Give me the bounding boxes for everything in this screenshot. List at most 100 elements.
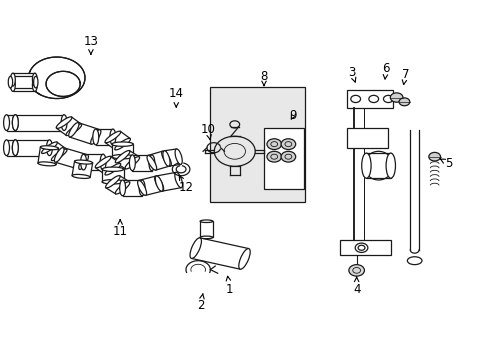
Polygon shape xyxy=(132,155,152,171)
Polygon shape xyxy=(55,148,87,170)
Ellipse shape xyxy=(139,180,145,196)
Text: 5: 5 xyxy=(439,157,452,170)
Ellipse shape xyxy=(3,115,9,131)
Polygon shape xyxy=(105,131,130,150)
Circle shape xyxy=(266,151,281,162)
Polygon shape xyxy=(38,147,59,165)
Ellipse shape xyxy=(10,73,15,86)
Polygon shape xyxy=(95,157,120,175)
Ellipse shape xyxy=(147,156,156,170)
Ellipse shape xyxy=(105,163,121,175)
Ellipse shape xyxy=(54,148,64,162)
Ellipse shape xyxy=(51,149,67,161)
Ellipse shape xyxy=(238,248,250,269)
Circle shape xyxy=(398,98,409,106)
Ellipse shape xyxy=(56,117,72,129)
Polygon shape xyxy=(13,78,35,91)
Ellipse shape xyxy=(8,76,13,88)
Ellipse shape xyxy=(120,180,125,196)
Ellipse shape xyxy=(41,142,57,153)
Text: 10: 10 xyxy=(200,123,215,140)
Ellipse shape xyxy=(69,122,79,137)
Ellipse shape xyxy=(12,115,18,131)
Polygon shape xyxy=(6,115,15,131)
Ellipse shape xyxy=(95,156,111,168)
Ellipse shape xyxy=(10,78,15,91)
Polygon shape xyxy=(138,176,163,195)
Polygon shape xyxy=(42,142,67,161)
Ellipse shape xyxy=(38,162,56,166)
Ellipse shape xyxy=(105,176,120,188)
Polygon shape xyxy=(122,180,142,196)
Polygon shape xyxy=(112,144,133,157)
Ellipse shape xyxy=(102,180,123,184)
Ellipse shape xyxy=(41,146,59,150)
Ellipse shape xyxy=(115,138,130,150)
Polygon shape xyxy=(366,153,390,178)
Polygon shape xyxy=(102,169,123,182)
Polygon shape xyxy=(191,238,248,269)
Ellipse shape xyxy=(110,129,116,145)
Polygon shape xyxy=(72,161,92,177)
Circle shape xyxy=(281,139,295,149)
Ellipse shape xyxy=(115,150,130,163)
Polygon shape xyxy=(15,115,64,131)
Ellipse shape xyxy=(200,220,212,222)
Polygon shape xyxy=(106,176,129,194)
FancyBboxPatch shape xyxy=(339,240,390,255)
Text: 2: 2 xyxy=(197,293,204,312)
Text: 3: 3 xyxy=(347,66,355,82)
Polygon shape xyxy=(13,73,35,86)
Text: 4: 4 xyxy=(352,277,360,296)
Ellipse shape xyxy=(125,157,140,169)
Ellipse shape xyxy=(46,140,52,156)
Circle shape xyxy=(348,265,364,276)
Circle shape xyxy=(389,93,402,102)
Ellipse shape xyxy=(66,124,81,136)
Ellipse shape xyxy=(79,155,88,170)
Polygon shape xyxy=(69,123,100,144)
Polygon shape xyxy=(156,172,181,191)
Ellipse shape xyxy=(162,151,171,166)
Ellipse shape xyxy=(102,167,123,171)
Text: 6: 6 xyxy=(382,62,389,79)
Bar xyxy=(264,128,304,189)
Ellipse shape xyxy=(129,155,135,171)
Polygon shape xyxy=(164,149,181,166)
Ellipse shape xyxy=(12,140,18,156)
Ellipse shape xyxy=(154,176,163,191)
Text: 8: 8 xyxy=(260,69,267,86)
Ellipse shape xyxy=(93,129,99,145)
Ellipse shape xyxy=(190,238,201,258)
Ellipse shape xyxy=(74,160,92,164)
Ellipse shape xyxy=(12,115,18,131)
Ellipse shape xyxy=(112,142,133,146)
Polygon shape xyxy=(96,129,113,145)
Text: 14: 14 xyxy=(168,87,183,107)
Polygon shape xyxy=(15,140,49,156)
Circle shape xyxy=(281,151,295,162)
Ellipse shape xyxy=(81,154,86,170)
Ellipse shape xyxy=(105,131,121,143)
Ellipse shape xyxy=(90,130,101,144)
Ellipse shape xyxy=(386,153,395,178)
Ellipse shape xyxy=(137,180,146,195)
Polygon shape xyxy=(10,76,36,88)
Ellipse shape xyxy=(61,115,67,131)
Text: 12: 12 xyxy=(178,175,193,194)
Ellipse shape xyxy=(155,176,163,191)
Bar xyxy=(210,87,305,202)
Ellipse shape xyxy=(174,172,182,188)
Polygon shape xyxy=(147,151,170,170)
Ellipse shape xyxy=(163,151,170,166)
Ellipse shape xyxy=(100,154,106,170)
Polygon shape xyxy=(200,221,212,237)
Ellipse shape xyxy=(200,236,212,239)
Ellipse shape xyxy=(175,149,182,165)
Polygon shape xyxy=(116,151,139,169)
Text: 1: 1 xyxy=(225,276,233,296)
FancyBboxPatch shape xyxy=(346,90,392,108)
Text: 7: 7 xyxy=(401,68,408,85)
Ellipse shape xyxy=(112,154,133,159)
Circle shape xyxy=(428,152,440,161)
